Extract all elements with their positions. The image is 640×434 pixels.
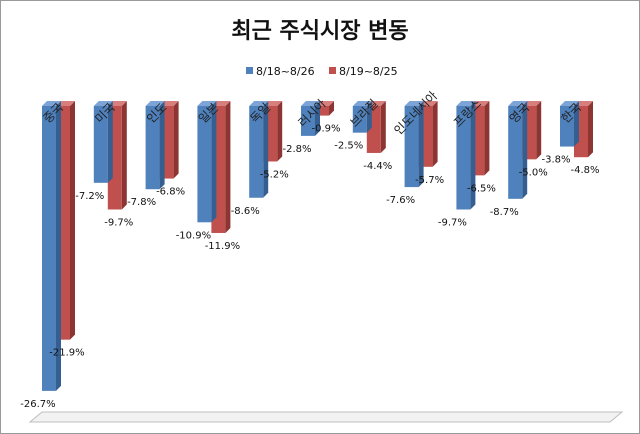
bar-side-1-6 [315,101,320,136]
data-label-series-1-10: -8.7% [490,207,519,218]
bar-series-1-6 [301,106,315,136]
data-label-series-1-3: -7.8% [127,197,156,208]
value-labels-layer: -26.7% -7.2% -7.8% -10.9% -8.6% -2.8% -2.5% -7.… [20,124,599,410]
bar-side-1-11 [574,101,579,147]
bar-side-2-8 [432,101,438,167]
legend-label-series-1: 8/18~8/26 [256,65,315,78]
bar-series-2-6 [315,106,329,116]
data-label-series-2-10: -5.0% [519,167,548,178]
data-label-series-1-9: -9.7% [438,217,467,228]
bar-side-1-3 [159,101,165,190]
bar-series-1-8 [404,106,419,188]
bars-layer [42,101,593,391]
bar-top-1-2 [93,101,113,106]
bar-side-1-9 [470,101,476,210]
bar-series-1-1 [42,106,56,391]
data-label-series-1-6: -2.8% [282,144,311,155]
bar-side-2-9 [484,101,490,176]
data-label-series-1-7: -2.5% [334,141,363,152]
bar-side-1-8 [418,101,424,188]
bar-side-2-3 [173,101,179,179]
bar-series-1-4 [197,106,212,223]
bar-side-1-5 [263,101,269,198]
bar-series-1-3 [145,106,160,190]
data-label-series-2-5: -5.2% [260,169,289,180]
legend-swatch-series-2 [329,67,336,74]
data-label-series-2-3: -6.8% [156,187,185,198]
bar-side-1-7 [366,101,372,133]
bar-top-1-5 [249,101,269,106]
bar-top-1-11 [560,101,579,106]
legend: 8/18~8/26 8/19~8/25 [246,65,398,78]
bar-side-2-10 [536,101,542,160]
bar-top-1-1 [42,101,61,106]
bar-series-1-9 [456,106,471,210]
bar-side-1-2 [107,101,113,183]
bar-side-2-6 [329,101,334,116]
data-label-series-2-6: -0.9% [311,124,340,135]
bar-top-1-3 [145,101,165,106]
data-label-series-2-4: -11.9% [205,241,240,252]
data-label-series-2-11: -4.8% [570,165,599,176]
data-label-series-2-8: -5.7% [415,175,444,186]
bar-side-2-5 [277,101,283,162]
data-label-series-1-1: -26.7% [20,399,55,410]
bar-series-1-10 [508,106,523,199]
data-label-series-1-5: -8.6% [231,206,260,217]
data-label-series-2-7: -4.4% [363,161,392,172]
bar-side-2-11 [588,101,593,158]
bar-top-1-6 [301,101,320,106]
data-label-series-2-1: -21.9% [49,348,84,359]
data-label-series-2-2: -9.7% [104,217,133,228]
data-label-series-1-4: -10.9% [176,230,211,241]
bar-series-1-7 [352,106,367,133]
bar-top-1-4 [197,101,217,106]
legend-swatch-series-1 [246,67,253,74]
data-label-series-1-2: -7.2% [75,191,104,202]
data-label-series-1-8: -7.6% [386,195,415,206]
bar-side-2-1 [70,101,75,340]
bar-side-2-2 [121,101,127,210]
bar-side-2-7 [380,101,386,153]
legend-label-series-2: 8/19~8/25 [339,65,398,78]
plot-floor [28,411,624,423]
bar-side-1-1 [56,101,61,391]
bar-side-1-4 [211,101,217,223]
bar-top-1-7 [352,101,372,106]
bar-top-1-10 [508,101,528,106]
bar-side-2-4 [225,101,231,233]
chart-title: 최근 주식시장 변동 [231,19,408,44]
data-label-series-1-11: -3.8% [541,155,570,166]
bar-series-1-5 [249,106,264,198]
bar-top-1-9 [456,101,476,106]
bar-top-1-8 [404,101,424,106]
bar-side-1-10 [522,101,528,199]
bar-series-1-11 [560,106,574,147]
data-label-series-2-9: -6.5% [467,183,496,194]
bar-series-1-2 [93,106,108,183]
